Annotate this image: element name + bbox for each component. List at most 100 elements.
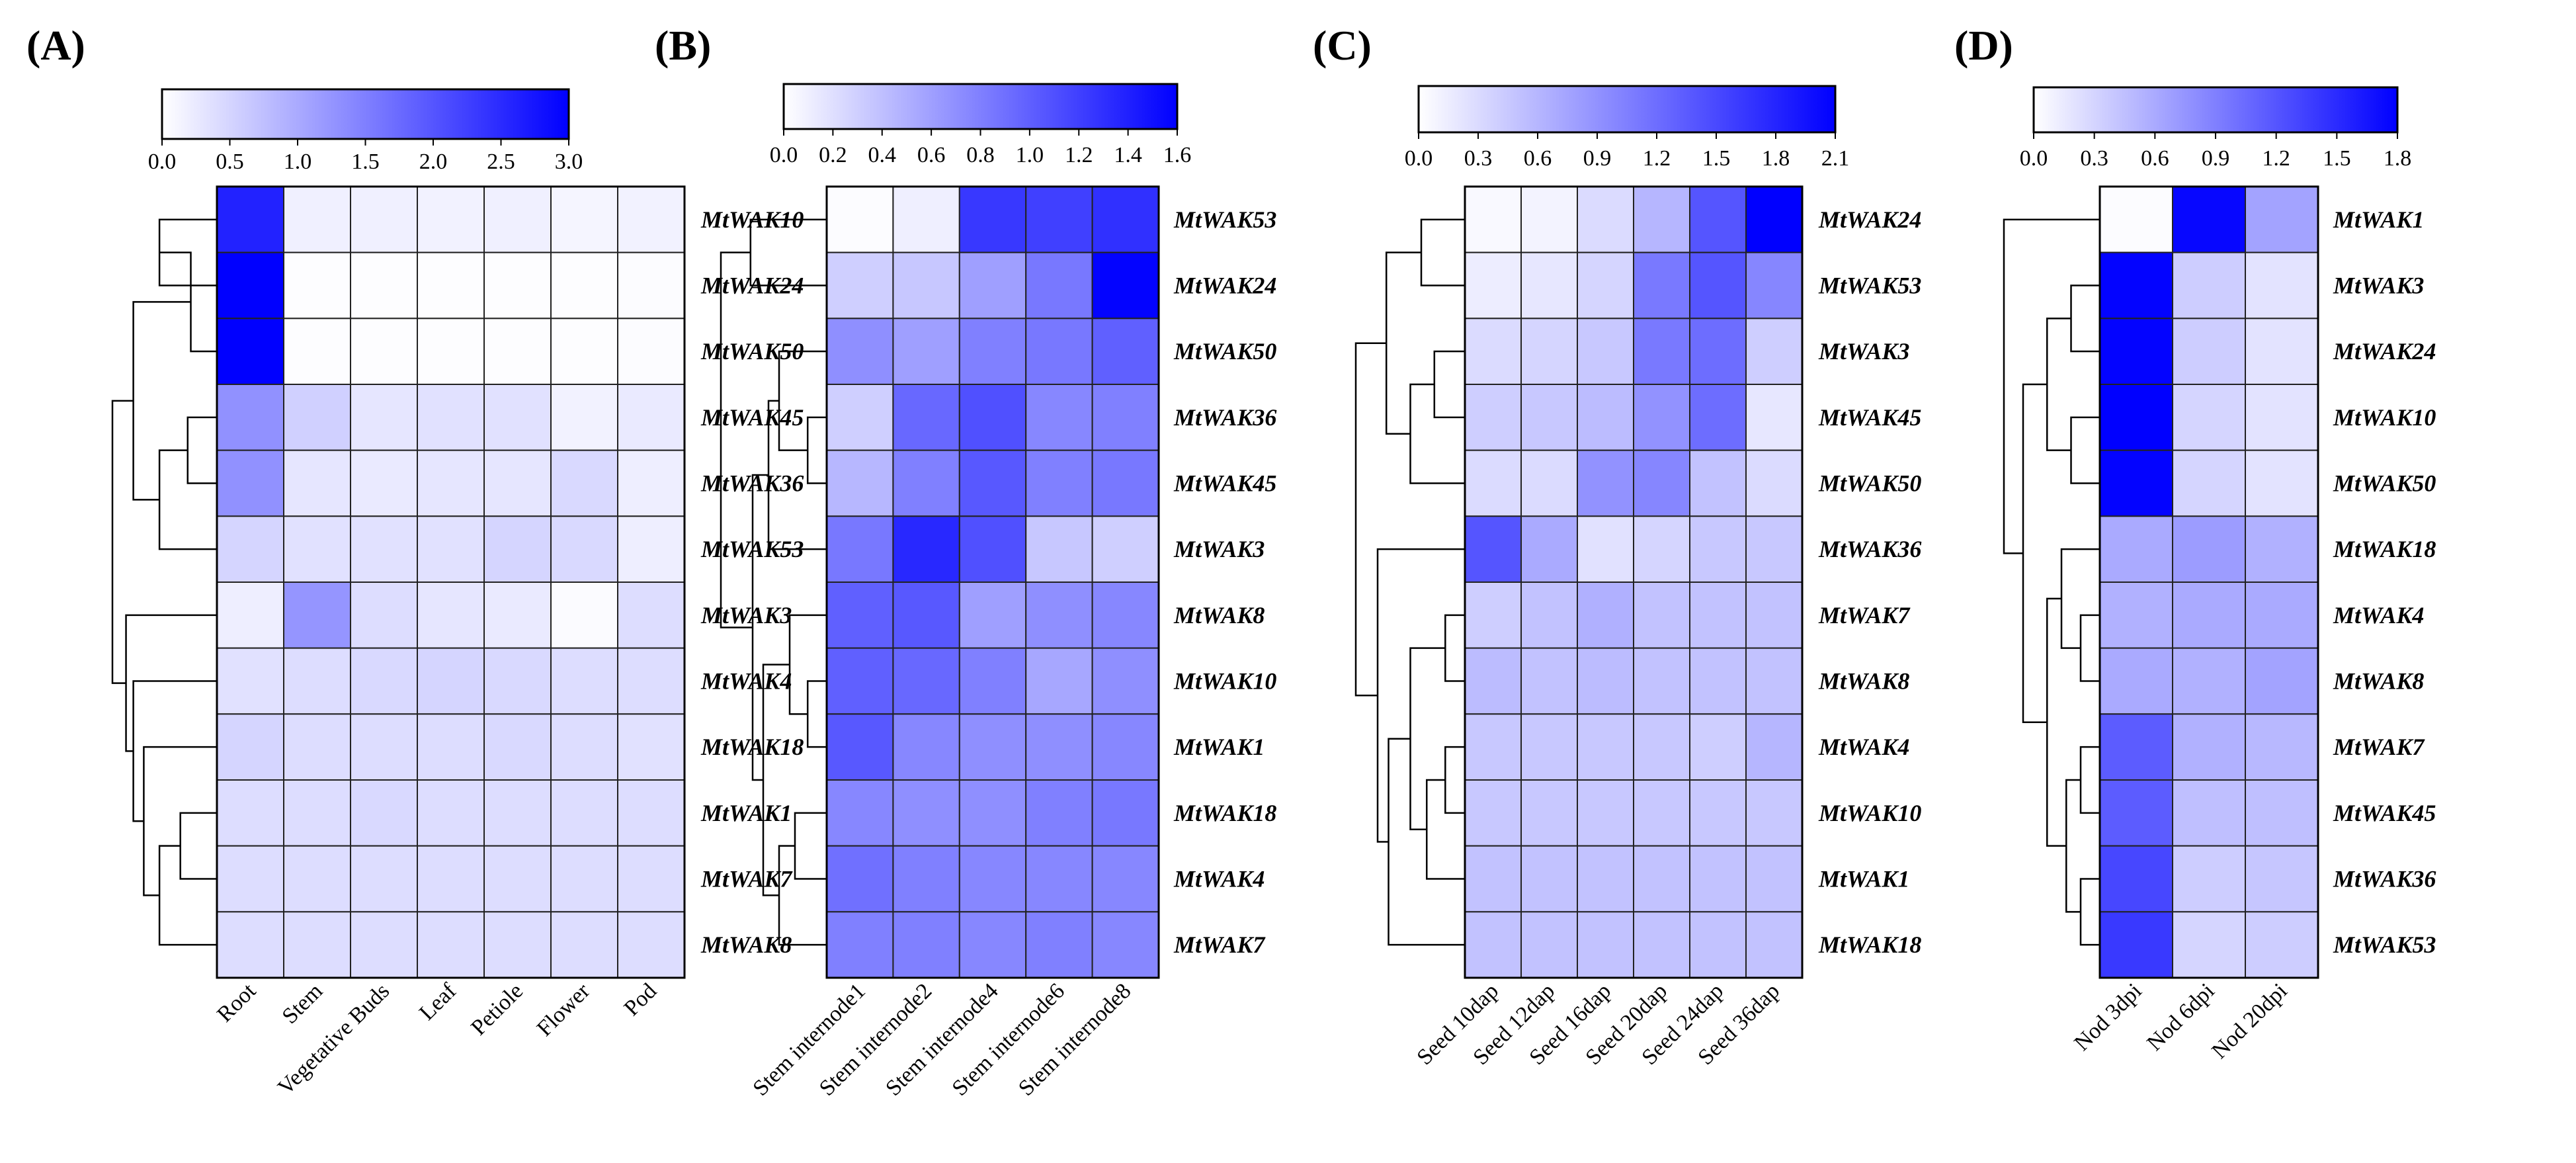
dendrogram-branch bbox=[2003, 218, 2100, 554]
heatmap-cell bbox=[826, 911, 894, 979]
heatmap-cell bbox=[1745, 318, 1803, 386]
heatmap-cell bbox=[283, 713, 351, 781]
colorbar-tick-label: 0.0 bbox=[148, 150, 177, 174]
panel-4-heatmap-border bbox=[2098, 185, 2319, 979]
row-label: MtWAK18 bbox=[1818, 931, 1921, 958]
heatmap-cell bbox=[483, 318, 552, 386]
heatmap-cell bbox=[1633, 911, 1690, 979]
heatmap-cell bbox=[1464, 845, 1522, 913]
colorbar-tick-label: 0.4 bbox=[868, 143, 897, 167]
heatmap-cell bbox=[1745, 713, 1803, 781]
heatmap-cell bbox=[958, 515, 1027, 583]
heatmap-cell bbox=[550, 911, 618, 979]
dendrogram-branch bbox=[132, 301, 191, 501]
column-label: Stem bbox=[278, 978, 328, 1029]
heatmap-cell bbox=[2172, 713, 2246, 781]
heatmap-cell bbox=[2245, 779, 2319, 847]
heatmap-cell bbox=[617, 911, 685, 979]
heatmap-cell bbox=[1745, 449, 1803, 517]
heatmap-cell bbox=[1464, 911, 1522, 979]
heatmap-cell bbox=[826, 582, 894, 649]
heatmap-cell bbox=[550, 449, 618, 517]
heatmap-cell bbox=[350, 449, 418, 517]
row-label: MtWAK7 bbox=[1173, 931, 1266, 958]
heatmap-cell bbox=[550, 186, 618, 253]
heatmap-cell bbox=[483, 449, 552, 517]
row-label: MtWAK8 bbox=[1818, 668, 1909, 695]
heatmap-cell bbox=[216, 779, 284, 847]
heatmap-cell bbox=[417, 845, 485, 913]
row-label: MtWAK18 bbox=[2333, 536, 2436, 562]
heatmap-cell bbox=[1091, 845, 1159, 913]
colorbar-tick-label: 1.6 bbox=[1163, 143, 1192, 167]
heatmap-cell bbox=[283, 582, 351, 649]
dendrogram-branch bbox=[1385, 251, 1421, 435]
heatmap-cell bbox=[958, 582, 1027, 649]
colorbar-tick-label: 1.4 bbox=[1114, 143, 1142, 167]
heatmap-cell bbox=[2245, 845, 2319, 913]
colorbar-tick-label: 0.6 bbox=[2141, 146, 2169, 171]
heatmap-cell bbox=[417, 779, 485, 847]
heatmap-cell bbox=[958, 449, 1027, 517]
heatmap-cell bbox=[216, 515, 284, 583]
heatmap-cell bbox=[350, 186, 418, 253]
heatmap-cell bbox=[1689, 251, 1747, 320]
heatmap-cell bbox=[1464, 384, 1522, 451]
colorbar-tick-label: 0.5 bbox=[216, 150, 244, 174]
heatmap-cell bbox=[216, 251, 284, 320]
heatmap-cell bbox=[350, 384, 418, 451]
heatmap-cell bbox=[892, 911, 960, 979]
heatmap-cell bbox=[1689, 779, 1747, 847]
heatmap-cell bbox=[1520, 582, 1578, 649]
heatmap-cell bbox=[958, 318, 1027, 386]
heatmap-cell bbox=[1577, 647, 1634, 715]
dendrogram-branch bbox=[1354, 342, 1387, 697]
heatmap-cell bbox=[2245, 186, 2319, 253]
row-label: MtWAK45 bbox=[1818, 404, 1921, 431]
heatmap-cell bbox=[2099, 647, 2173, 715]
colorbar-tick-label: 3.0 bbox=[555, 150, 583, 174]
heatmap-cell bbox=[1689, 384, 1747, 451]
heatmap-cell bbox=[350, 318, 418, 386]
row-label: MtWAK4 bbox=[1173, 866, 1265, 892]
dendrogram-branch bbox=[2046, 597, 2067, 847]
colorbar-tick-label: 2.5 bbox=[487, 150, 515, 174]
row-label: MtWAK45 bbox=[1173, 470, 1276, 497]
heatmap-cell bbox=[1520, 647, 1578, 715]
heatmap-cell bbox=[826, 449, 894, 517]
row-label: MtWAK1 bbox=[700, 800, 792, 826]
dendrogram-branch bbox=[2079, 878, 2100, 946]
column-label: Nod 6dpi bbox=[2142, 978, 2219, 1055]
row-label: MtWAK1 bbox=[1173, 734, 1265, 760]
heatmap-cell bbox=[1025, 186, 1093, 253]
heatmap-cell bbox=[1633, 384, 1690, 451]
heatmap-cell bbox=[216, 647, 284, 715]
dendrogram-branch bbox=[1433, 350, 1465, 419]
heatmap-cell bbox=[283, 186, 351, 253]
heatmap-cell bbox=[1091, 318, 1159, 386]
colorbar-tick-label: 2.0 bbox=[419, 150, 448, 174]
heatmap-cell bbox=[1091, 713, 1159, 781]
heatmap-cell bbox=[216, 318, 284, 386]
heatmap-cell bbox=[550, 647, 618, 715]
row-label: MtWAK10 bbox=[1173, 668, 1276, 695]
colorbar-tick-label: 1.8 bbox=[2384, 146, 2412, 171]
heatmap-cell bbox=[2172, 911, 2246, 979]
heatmap-cell bbox=[1025, 845, 1093, 913]
heatmap-cell bbox=[1689, 647, 1747, 715]
row-label: MtWAK4 bbox=[1818, 734, 1909, 760]
heatmap-cell bbox=[283, 647, 351, 715]
heatmap-cell bbox=[350, 779, 418, 847]
heatmap-cell bbox=[2099, 186, 2173, 253]
heatmap-cell bbox=[826, 318, 894, 386]
dendrogram-branch bbox=[2079, 614, 2100, 682]
row-label: MtWAK7 bbox=[2333, 734, 2425, 760]
heatmap-cell bbox=[1025, 713, 1093, 781]
heatmap-cell bbox=[2245, 911, 2319, 979]
panel-1-colorbar bbox=[161, 88, 570, 140]
dendrogram-branch bbox=[132, 680, 217, 822]
row-label: MtWAK3 bbox=[1818, 338, 1909, 365]
heatmap-cell bbox=[216, 713, 284, 781]
heatmap-cell bbox=[2172, 186, 2246, 253]
